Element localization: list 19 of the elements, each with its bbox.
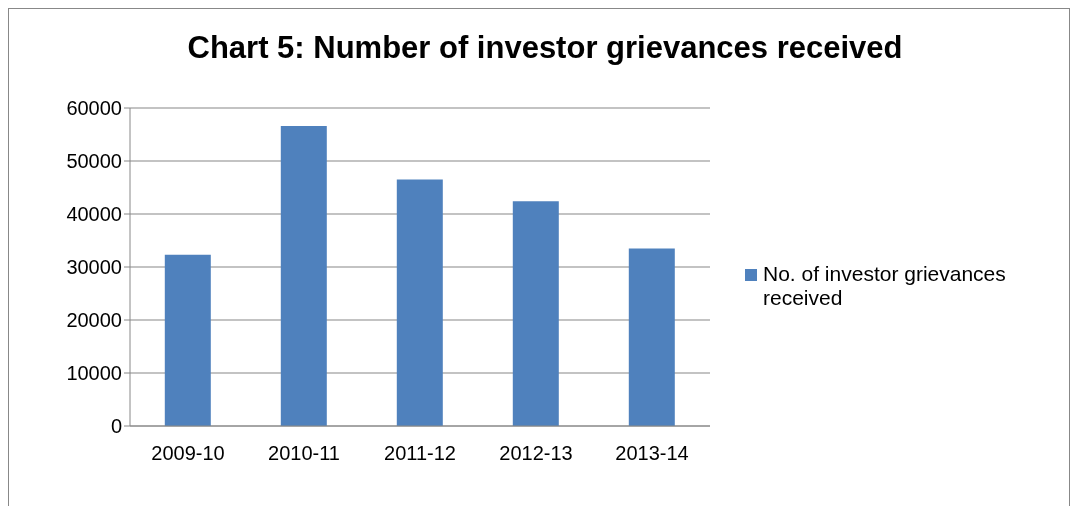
y-tick-label: 0: [110, 415, 122, 438]
bar: [164, 254, 211, 426]
x-tick-label: 2009-10: [151, 442, 225, 465]
x-tick-label: 2013-14: [615, 442, 689, 465]
bar: [396, 179, 443, 426]
y-tick-label: 30000: [66, 256, 122, 279]
y-tick-label: 20000: [66, 309, 122, 332]
bar: [280, 126, 327, 426]
x-tick-label: 2010-11: [268, 442, 340, 465]
legend-label: No. of investor grievances received: [763, 262, 1007, 310]
chart-title: Chart 5: Number of investor grievances received: [186, 30, 904, 66]
x-tick-label: 2012-13: [499, 442, 573, 465]
bar: [628, 248, 675, 426]
y-tick-label: 60000: [66, 97, 122, 120]
y-tick-label: 50000: [66, 150, 122, 173]
x-tick-label: 2011-12: [384, 442, 456, 465]
y-tick-label: 40000: [66, 203, 122, 226]
y-tick-label: 10000: [66, 362, 122, 385]
bar: [512, 201, 559, 426]
